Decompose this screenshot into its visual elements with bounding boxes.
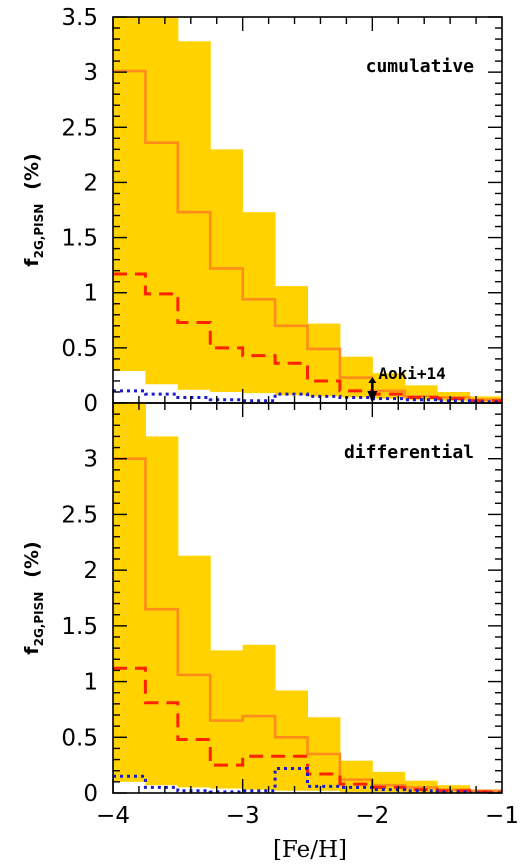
band-bar	[177, 41, 211, 390]
band-bar	[307, 323, 341, 397]
series-dotted	[113, 766, 502, 793]
panel-label: differential	[344, 442, 474, 463]
band-bar	[275, 690, 308, 791]
y-tick-label: 0.5	[61, 336, 98, 362]
x-axis-title: [Fe/H]	[273, 837, 347, 863]
band-bar	[145, 436, 179, 786]
y-tick-label: 1	[83, 281, 98, 307]
y-axis-title-main: f	[21, 258, 43, 267]
y-tick-label: 1.5	[61, 226, 98, 252]
y-axis-title-sub: 2G,PISN	[32, 592, 46, 647]
y-tick-label: 1.5	[61, 614, 98, 640]
panel-label: cumulative	[366, 56, 475, 77]
y-axis-title-unit: (%)	[21, 541, 43, 577]
y-axis-title-main: f	[21, 646, 43, 655]
upper-limit-arrow-head	[367, 391, 378, 403]
band-bar	[242, 212, 276, 394]
series-dotted	[113, 389, 502, 403]
band-bar	[177, 555, 211, 788]
y-tick-label: 2.5	[61, 502, 98, 528]
y-tick-label: 2	[83, 558, 98, 584]
y-tick-label: 2	[83, 170, 98, 196]
y-tick-label: 0.5	[61, 725, 98, 751]
x-tick-label: −1	[485, 803, 519, 829]
y-axis-title: f2G,PISN (%)	[21, 153, 46, 266]
y-tick-label: 1	[83, 670, 98, 696]
panels: 00.511.522.533.5cumulativef2G,PISN(%)Aok…	[21, 5, 503, 807]
band-bar	[210, 149, 244, 392]
y-axis-title: f2G,PISN (%)	[21, 541, 46, 654]
y-tick-label: 3.5	[61, 5, 98, 31]
panel-label-bg	[343, 441, 476, 465]
y-axis-title-unit: (%)	[21, 153, 43, 189]
plot-frame	[112, 402, 503, 794]
y-tick-label: 2.5	[61, 115, 98, 141]
y-tick-label: 0	[83, 391, 98, 417]
y-axis-title-sub: 2G,PISN	[32, 204, 46, 259]
y-tick-label: 3	[83, 447, 98, 473]
panel-label-bg	[343, 55, 476, 79]
x-tick-label: −3	[226, 803, 260, 829]
band-bar	[145, 17, 179, 385]
panel-differential: 0 0.5 1 1.5 2 2.5 3 differential f2G,PISN (%)	[21, 402, 503, 807]
x-tick-label: −4	[96, 803, 130, 829]
upper-limit-arrow-cap	[368, 376, 377, 383]
y-tick-label: 3	[83, 60, 98, 86]
plot-area	[113, 17, 502, 403]
x-tick-labels: −4 −3 −2 −1	[96, 803, 519, 829]
band-bar	[275, 286, 308, 396]
y-tick-label: 0	[83, 781, 98, 807]
annotation-label: Aoki+14	[378, 364, 445, 383]
x-tick-label: −2	[355, 803, 389, 829]
series-solid	[113, 457, 502, 793]
panel-cumulative: 0 0.5 1 1.5 2 2.5 3 3.5 cumulative f2G,PISN (%) Aok…	[21, 5, 503, 417]
series-dashed	[113, 272, 502, 403]
